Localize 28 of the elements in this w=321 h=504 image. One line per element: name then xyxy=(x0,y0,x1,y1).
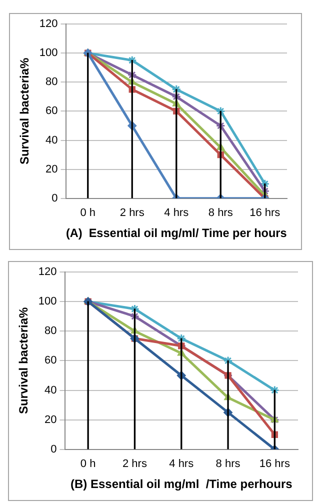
x-tick-label: 0 h xyxy=(80,207,96,220)
y-tick-label: 40 xyxy=(44,384,57,396)
y-tick-label: 60 xyxy=(44,354,57,367)
y-tick-label: 0 xyxy=(50,443,57,456)
x-tick-label: 16 hrs xyxy=(250,207,281,220)
x-tick-label: 8 hrs xyxy=(208,207,234,220)
y-axis-title: Survival bacteria% xyxy=(16,307,31,414)
y-tick-label: 20 xyxy=(44,414,57,426)
y-tick-label: 100 xyxy=(39,47,58,60)
x-tick-label: 16 hrs xyxy=(259,458,290,470)
y-tick-label: 60 xyxy=(46,105,58,118)
y-tick-label: 80 xyxy=(46,76,58,88)
x-tick-label: 4 hrs xyxy=(164,207,190,220)
x-tick-label: 8 hrs xyxy=(216,458,241,470)
x-tick-label: 2 hrs xyxy=(122,458,148,470)
y-axis-title: Survival bacteria% xyxy=(18,58,32,165)
x-axis-title: (B) Essential oil mg/ml /Time perhours xyxy=(70,477,293,492)
y-tick-label: 120 xyxy=(39,18,58,30)
y-tick-label: 120 xyxy=(38,266,57,278)
y-tick-label: 100 xyxy=(38,296,57,308)
x-tick-label: 0 h xyxy=(80,458,96,470)
x-tick-label: 2 hrs xyxy=(120,207,145,220)
x-tick-label: 4 hrs xyxy=(169,458,194,470)
y-tick-label: 40 xyxy=(46,134,58,146)
y-tick-label: 0 xyxy=(52,192,58,204)
y-tick-label: 80 xyxy=(44,325,57,338)
y-tick-label: 20 xyxy=(46,163,58,176)
x-axis-title: (A) Essential oil mg/ml/ Time per hours xyxy=(66,226,288,240)
